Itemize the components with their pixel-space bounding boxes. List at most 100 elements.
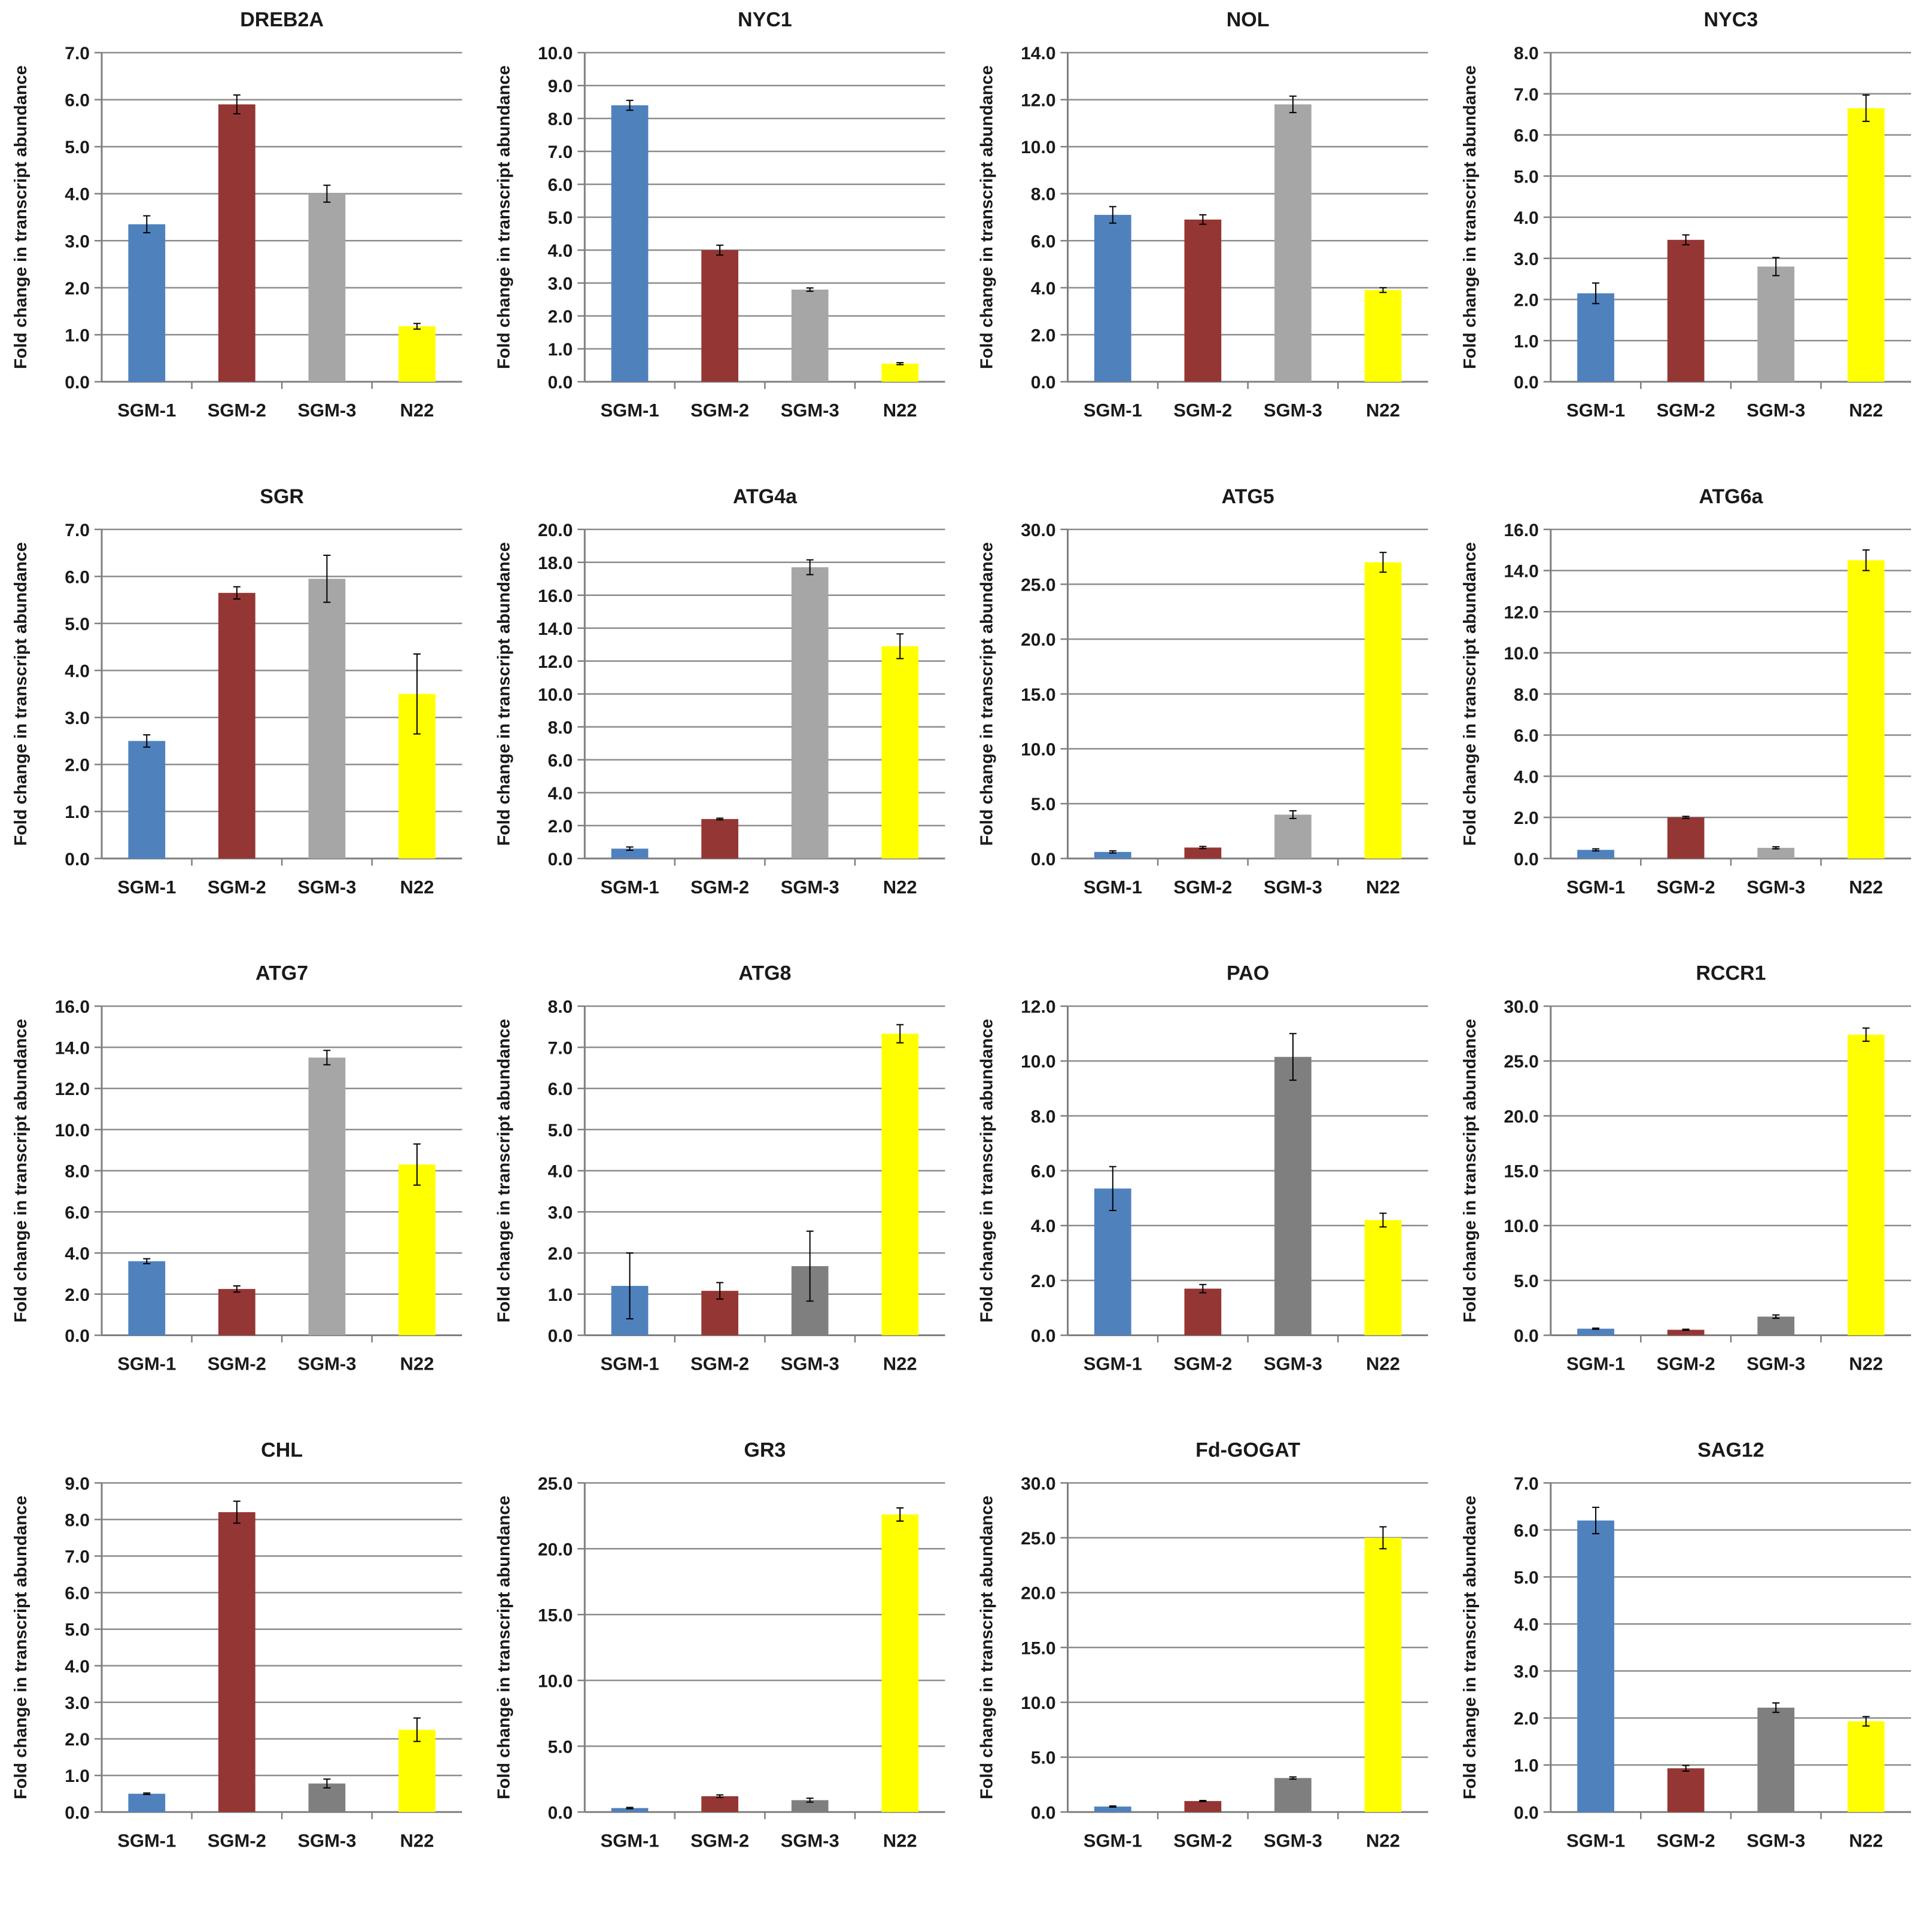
y-tick-label: 8.0 <box>548 718 573 738</box>
x-tick-label: N22 <box>1366 1830 1400 1851</box>
chart-title: NYC1 <box>738 8 792 31</box>
x-tick-label: N22 <box>883 877 917 898</box>
x-tick-label: N22 <box>1849 877 1883 898</box>
chart-title: DREB2A <box>240 8 324 31</box>
bar-sgm-1 <box>611 105 649 382</box>
y-tick-label: 3.0 <box>65 232 90 251</box>
chart-panel: NYC3 Fold change in transcript abundance 0… <box>1461 8 1911 421</box>
bar-sgm-1 <box>1577 1328 1614 1336</box>
bar-sgm-1 <box>1577 1520 1614 1812</box>
bar-sgm-3 <box>308 579 346 859</box>
y-tick-label: 6.0 <box>1514 726 1539 746</box>
bar-sgm-2 <box>1667 817 1705 859</box>
x-tick-label: SGM-2 <box>1173 400 1232 421</box>
y-tick-label: 7.0 <box>1514 1474 1539 1494</box>
y-tick-label: 4.0 <box>1031 279 1056 299</box>
bar-sgm-3 <box>1757 1707 1795 1812</box>
chart-title: ATG6a <box>1699 485 1763 508</box>
x-tick-label: N22 <box>883 1830 917 1851</box>
chart-panel: GR3 Fold change in transcript abundance 0.… <box>494 1438 945 1851</box>
x-tick-label: SGM-3 <box>297 1830 356 1851</box>
bar-sgm-2 <box>1667 1330 1705 1336</box>
y-tick-label: 7.0 <box>65 44 90 63</box>
x-tick-label: SGM-3 <box>781 877 839 898</box>
bar-n22 <box>1847 108 1885 382</box>
y-tick-label: 3.0 <box>1514 250 1539 269</box>
y-tick-label: 1.0 <box>65 802 90 822</box>
y-tick-label: 10.0 <box>538 685 573 705</box>
y-tick-label: 6.0 <box>65 91 90 111</box>
y-tick-label: 4.0 <box>65 185 90 205</box>
x-tick-label: SGM-3 <box>1264 1830 1322 1851</box>
x-tick-label: SGM-1 <box>1084 877 1142 898</box>
x-tick-label: SGM-2 <box>690 877 749 898</box>
y-tick-label: 8.0 <box>548 997 573 1017</box>
chart-title: GR3 <box>744 1438 786 1461</box>
x-tick-label: SGM-1 <box>600 400 659 421</box>
x-tick-label: N22 <box>400 877 434 898</box>
y-tick-label: 3.0 <box>65 1693 90 1713</box>
y-tick-label: 15.0 <box>538 1605 573 1625</box>
chart-panel: ATG8 Fold change in transcript abundance 0… <box>494 962 945 1374</box>
x-tick-label: SGM-1 <box>1084 400 1142 421</box>
y-tick-label: 25.0 <box>1021 575 1055 595</box>
y-axis-label: Fold change in transcript abundance <box>1461 65 1480 369</box>
y-tick-label: 0.0 <box>1514 850 1539 869</box>
y-tick-label: 16.0 <box>538 586 573 606</box>
bar-sgm-3 <box>308 193 346 382</box>
x-tick-label: N22 <box>1849 1830 1883 1851</box>
bar-sgm-1 <box>611 1808 649 1812</box>
chart-panel: ATG5 Fold change in transcript abundance 0… <box>978 485 1428 898</box>
x-tick-label: SGM-2 <box>1657 400 1715 421</box>
y-tick-label: 6.0 <box>65 1584 90 1604</box>
y-tick-label: 2.0 <box>1514 808 1539 828</box>
bar-sgm-3 <box>308 1057 346 1336</box>
x-tick-label: SGM-2 <box>208 400 266 421</box>
bar-sgm-2 <box>701 250 738 382</box>
y-tick-label: 5.0 <box>1031 1748 1056 1768</box>
x-tick-label: SGM-1 <box>1566 1354 1625 1374</box>
chart-panel: SGR Fold change in transcript abundance 0.… <box>11 485 463 898</box>
y-tick-label: 3.0 <box>65 708 90 728</box>
y-tick-label: 10.0 <box>1021 1052 1055 1072</box>
y-tick-label: 4.0 <box>1031 1216 1056 1236</box>
y-tick-label: 25.0 <box>1021 1529 1055 1549</box>
y-tick-label: 4.0 <box>1514 767 1539 787</box>
y-axis-label: Fold change in transcript abundance <box>11 1019 31 1323</box>
x-tick-label: SGM-1 <box>600 1354 659 1374</box>
x-tick-label: SGM-3 <box>1264 400 1322 421</box>
y-tick-label: 18.0 <box>538 553 573 573</box>
y-tick-label: 5.0 <box>1031 795 1056 814</box>
y-tick-label: 9.0 <box>548 77 573 96</box>
y-tick-label: 6.0 <box>548 1079 573 1099</box>
y-tick-label: 30.0 <box>1021 1474 1055 1494</box>
y-tick-label: 1.0 <box>1514 331 1539 351</box>
y-tick-label: 10.0 <box>1021 740 1055 759</box>
x-tick-label: SGM-2 <box>690 400 749 421</box>
y-tick-label: 10.0 <box>1504 644 1538 664</box>
chart-panel: Fd-GOGAT Fold change in transcript abunda… <box>978 1438 1428 1851</box>
bar-n22 <box>881 1514 919 1812</box>
x-tick-label: SGM-2 <box>1657 1354 1715 1374</box>
y-tick-label: 8.0 <box>65 1162 90 1182</box>
bar-n22 <box>1847 560 1885 859</box>
y-tick-label: 0.0 <box>1514 1803 1539 1823</box>
y-axis-label: Fold change in transcript abundance <box>494 65 513 369</box>
chart-title: NYC3 <box>1704 8 1758 31</box>
y-tick-label: 6.0 <box>65 1203 90 1222</box>
bar-sgm-2 <box>701 819 738 859</box>
y-axis-label: Fold change in transcript abundance <box>1461 542 1480 846</box>
y-tick-label: 5.0 <box>548 1737 573 1757</box>
y-tick-label: 7.0 <box>65 521 90 540</box>
y-tick-label: 4.0 <box>65 1657 90 1677</box>
x-tick-label: SGM-1 <box>1566 877 1625 898</box>
bar-sgm-2 <box>1667 1768 1705 1812</box>
y-tick-label: 4.0 <box>548 241 573 261</box>
y-tick-label: 10.0 <box>1504 1216 1538 1236</box>
x-tick-label: SGM-3 <box>781 1354 839 1374</box>
y-tick-label: 6.0 <box>65 567 90 587</box>
y-axis-label: Fold change in transcript abundance <box>494 1019 513 1323</box>
y-tick-label: 4.0 <box>1514 208 1539 228</box>
y-tick-label: 0.0 <box>1031 1803 1056 1823</box>
y-tick-label: 7.0 <box>65 1547 90 1567</box>
